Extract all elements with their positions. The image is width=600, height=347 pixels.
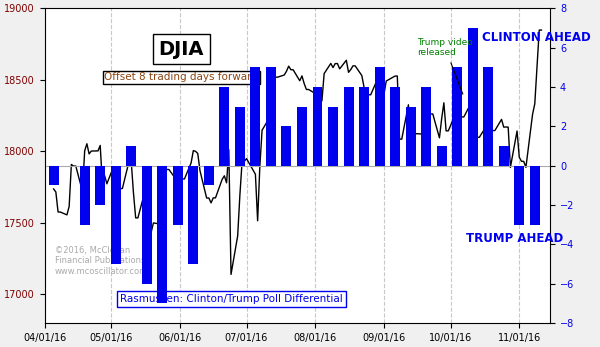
- Text: ©2016, McClellan
Financial Publications
www.mcoscillator.com: ©2016, McClellan Financial Publications …: [55, 246, 148, 276]
- Bar: [344, 87, 353, 166]
- Text: Rasmussen: Clinton/Trump Poll Differential: Rasmussen: Clinton/Trump Poll Differenti…: [121, 294, 343, 304]
- Bar: [281, 126, 292, 166]
- Text: CLINTON AHEAD: CLINTON AHEAD: [482, 31, 590, 44]
- Bar: [483, 67, 493, 166]
- Bar: [452, 67, 462, 166]
- Bar: [514, 166, 524, 225]
- Bar: [406, 107, 416, 166]
- Bar: [359, 87, 369, 166]
- Bar: [468, 28, 478, 166]
- Bar: [80, 166, 89, 225]
- Bar: [220, 87, 229, 166]
- Bar: [235, 107, 245, 166]
- Bar: [188, 166, 199, 264]
- Bar: [142, 166, 152, 284]
- Bar: [157, 166, 167, 303]
- Bar: [49, 166, 59, 185]
- Text: Trump video
released: Trump video released: [417, 38, 473, 94]
- Bar: [421, 87, 431, 166]
- Bar: [95, 166, 105, 205]
- Bar: [204, 166, 214, 185]
- Bar: [390, 87, 400, 166]
- Bar: [266, 67, 276, 166]
- Bar: [250, 67, 260, 166]
- Bar: [297, 107, 307, 166]
- Text: TRUMP AHEAD: TRUMP AHEAD: [466, 232, 563, 245]
- Text: DJIA: DJIA: [158, 40, 204, 59]
- Bar: [374, 67, 385, 166]
- Bar: [111, 166, 121, 264]
- Bar: [499, 146, 509, 166]
- Bar: [328, 107, 338, 166]
- Bar: [173, 166, 183, 225]
- Bar: [530, 166, 540, 225]
- Bar: [126, 146, 136, 166]
- Bar: [313, 87, 322, 166]
- Text: Offset 8 trading days forward: Offset 8 trading days forward: [104, 73, 258, 83]
- Bar: [437, 146, 446, 166]
